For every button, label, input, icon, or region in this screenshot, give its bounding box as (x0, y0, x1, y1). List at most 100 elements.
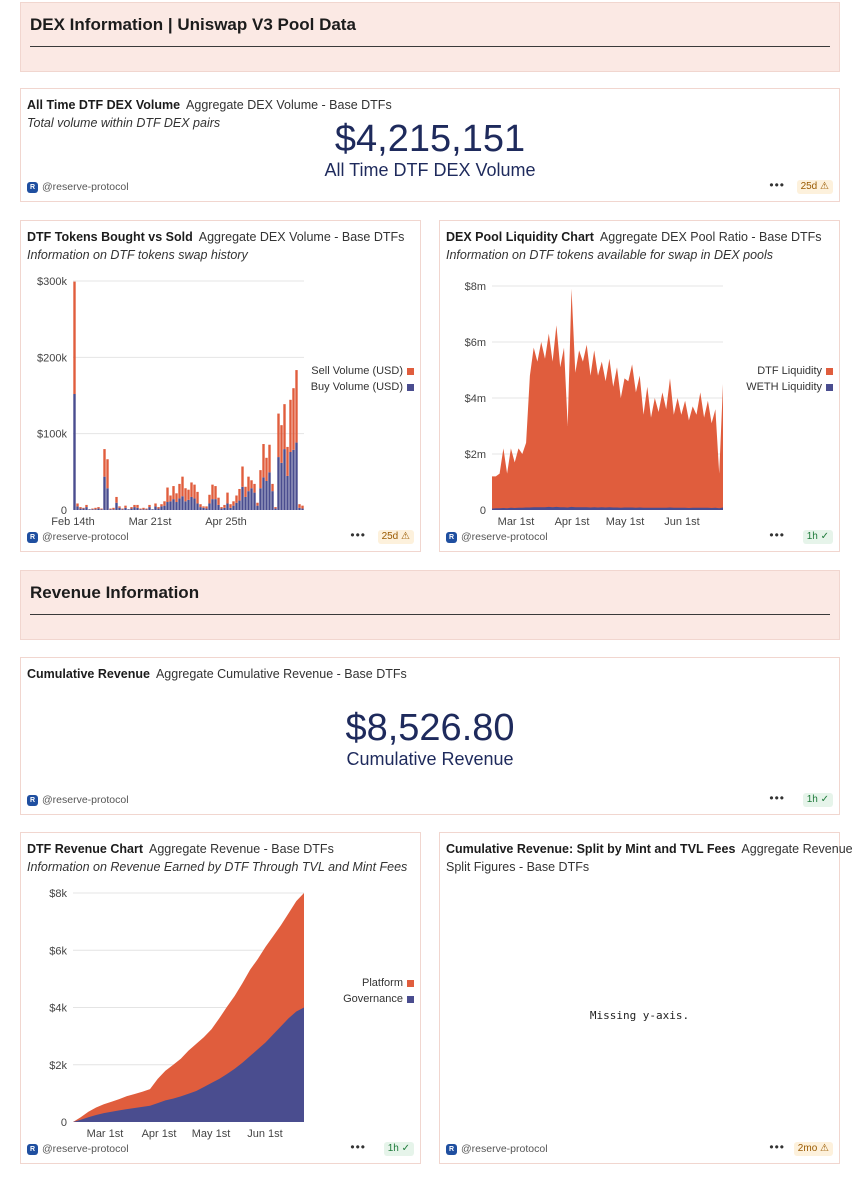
x-tick-label: Apr 1st (555, 516, 590, 528)
card-footer: R @reserve-protocol ••• 1h ✓ (27, 1143, 414, 1157)
buy-bar (190, 497, 192, 510)
sell-bar (286, 447, 288, 476)
buy-bar (277, 457, 279, 510)
buy-bar (292, 450, 294, 510)
more-options-icon[interactable]: ••• (350, 1140, 366, 1154)
y-tick-label: $6k (49, 945, 67, 957)
x-tick-label: Mar 1st (87, 1128, 124, 1140)
buy-bar (157, 509, 159, 510)
buy-bar (169, 501, 171, 510)
card-title[interactable]: All Time DTF DEX Volume (27, 98, 180, 112)
y-tick-label: $6m (465, 337, 486, 349)
sell-bar (187, 490, 189, 500)
buy-bar (253, 493, 255, 510)
sell-bar (85, 505, 87, 507)
legend-item[interactable]: DTF Liquidity (746, 363, 833, 379)
card-query-continued[interactable]: Split Figures - Base DTFs (446, 860, 589, 874)
more-options-icon[interactable]: ••• (769, 178, 785, 192)
sell-bar (268, 445, 270, 473)
more-options-icon[interactable]: ••• (769, 1140, 785, 1154)
counter-label: Cumulative Revenue (21, 748, 839, 770)
counter-label: All Time DTF DEX Volume (21, 159, 839, 181)
buy-bar (94, 509, 96, 510)
sell-bar (157, 507, 159, 508)
sell-bar (112, 508, 114, 509)
legend-item[interactable]: Buy Volume (USD) (311, 379, 414, 395)
sell-bar (232, 501, 234, 505)
y-tick-label: $4k (49, 1003, 67, 1015)
x-tick-label: Jun 1st (664, 516, 699, 528)
card-title[interactable]: Cumulative Revenue (27, 667, 150, 681)
card-query[interactable]: Aggregate DEX Volume - Base DTFs (199, 230, 405, 244)
buy-bar (118, 508, 120, 510)
card-title[interactable]: Cumulative Revenue: Split by Mint and TV… (446, 842, 735, 856)
y-tick-label: $8k (49, 888, 67, 900)
card-title[interactable]: DTF Revenue Chart (27, 842, 143, 856)
more-options-icon[interactable]: ••• (769, 528, 785, 542)
chart-legend: DTF Liquidity WETH Liquidity (746, 363, 833, 395)
card-footer: R @reserve-protocol ••• 1h ✓ (27, 794, 833, 808)
buy-bar (265, 481, 267, 510)
buy-bar (181, 496, 183, 510)
buy-bar (115, 503, 117, 510)
revenue-chart: 0 $2k $4k $6k $8k Mar 1st Apr 1st May 1st Jun 1s… (21, 883, 420, 1143)
sell-bar (235, 496, 237, 503)
sell-bar (106, 459, 108, 488)
freshness-badge[interactable]: 2mo ⚠ (794, 1142, 833, 1156)
buy-bar (154, 506, 156, 510)
revenue-section-title: Revenue Information (30, 583, 199, 603)
author-handle[interactable]: @reserve-protocol (461, 531, 548, 543)
sell-bar (139, 509, 141, 510)
author-handle[interactable]: @reserve-protocol (42, 1143, 129, 1155)
buy-bar (223, 508, 225, 510)
buy-bar (112, 509, 114, 510)
buy-bar (259, 488, 261, 510)
buy-bar (250, 488, 252, 510)
author-handle[interactable]: @reserve-protocol (461, 1143, 548, 1155)
legend-item[interactable]: Governance (343, 991, 414, 1007)
sell-bar (247, 477, 249, 492)
y-tick-label: $2m (465, 449, 486, 461)
card-query[interactable]: Aggregate DEX Pool Ratio - Base DTFs (600, 230, 822, 244)
freshness-badge[interactable]: 1h ✓ (384, 1142, 414, 1156)
buy-bar (145, 509, 147, 510)
x-tick-label: Mar 21st (129, 516, 172, 528)
card-query[interactable]: Aggregate DEX Volume - Base DTFs (186, 98, 392, 112)
buy-bar (109, 509, 111, 510)
card-title[interactable]: DTF Tokens Bought vs Sold (27, 230, 193, 244)
legend-item[interactable]: Platform (343, 975, 414, 991)
card-query[interactable]: Aggregate Cumulative Revenue - Base DTFs (156, 667, 407, 681)
sell-bar (193, 485, 195, 499)
freshness-badge[interactable]: 25d ⚠ (797, 180, 833, 194)
card-footer: R @reserve-protocol ••• 2mo ⚠ (446, 1143, 833, 1157)
buy-bar (229, 508, 231, 510)
y-tick-label: 0 (61, 1117, 67, 1129)
sell-bar (148, 505, 150, 507)
buy-bar (274, 509, 276, 510)
sell-bar (184, 488, 186, 501)
card-title[interactable]: DEX Pool Liquidity Chart (446, 230, 594, 244)
buy-bar (88, 509, 90, 510)
sell-bar (175, 493, 177, 502)
card-query[interactable]: Aggregate Revenue (741, 842, 852, 856)
freshness-badge[interactable]: 1h ✓ (803, 530, 833, 544)
buy-bar (280, 463, 282, 510)
buy-bar (226, 503, 228, 510)
freshness-badge[interactable]: 25d ⚠ (378, 530, 414, 544)
legend-item[interactable]: WETH Liquidity (746, 379, 833, 395)
buy-bar (235, 503, 237, 510)
buy-bar (121, 509, 123, 510)
author-handle[interactable]: @reserve-protocol (42, 181, 129, 193)
pool-liquidity-card: DEX Pool Liquidity Chart Aggregate DEX Po… (439, 220, 840, 552)
legend-item[interactable]: Sell Volume (USD) (311, 363, 414, 379)
more-options-icon[interactable]: ••• (769, 791, 785, 805)
buy-bar (151, 509, 153, 510)
sell-bar (73, 282, 75, 394)
more-options-icon[interactable]: ••• (350, 528, 366, 542)
author-handle[interactable]: @reserve-protocol (42, 794, 129, 806)
dex-section-title: DEX Information | Uniswap V3 Pool Data (30, 15, 356, 35)
author-handle[interactable]: @reserve-protocol (42, 531, 129, 543)
all-time-volume-card: All Time DTF DEX Volume Aggregate DEX Vol… (20, 88, 840, 202)
card-query[interactable]: Aggregate Revenue - Base DTFs (149, 842, 334, 856)
freshness-badge[interactable]: 1h ✓ (803, 793, 833, 807)
